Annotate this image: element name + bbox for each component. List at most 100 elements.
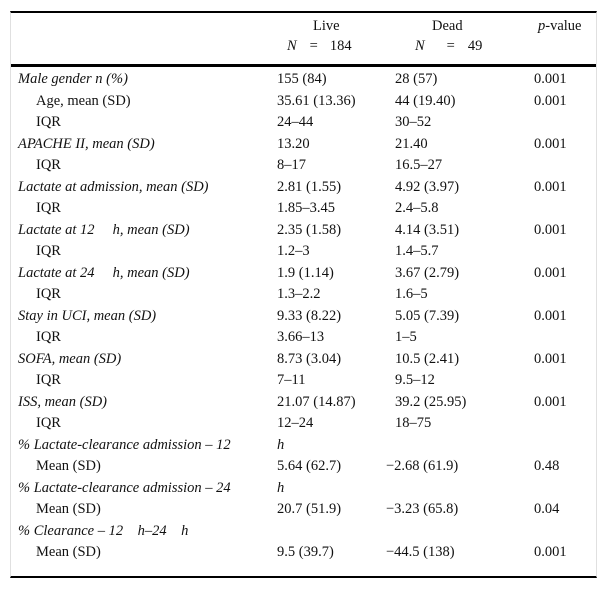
table-body: Male gender n (%) 155 (84) 28 (57) 0.001 Age… — [11, 67, 596, 564]
table-row: Mean (SD) 5.64 (62.7) −2.68 (61.9) 0.48 — [11, 456, 596, 478]
row-label: IQR — [36, 415, 61, 431]
header-col-pvalue: p-value — [523, 16, 596, 64]
dead-value: 3.67 (2.79) — [395, 264, 460, 281]
table-row: IQR 1.2–3 1.4–5.7 — [11, 241, 596, 263]
table-row: IQR 12–24 18–75 — [11, 413, 596, 435]
table-row: Lactate at admission, mean (SD) 2.81 (1.5… — [11, 177, 596, 199]
row-label: Male gender n (%) — [18, 71, 128, 87]
dead-n-count: 49 — [467, 38, 483, 54]
live-value: 1.9 (1.14) — [277, 264, 334, 281]
dead-value: 4.14 (3.51) — [395, 221, 460, 238]
row-label: SOFA, mean (SD) — [18, 350, 122, 367]
table-row: IQR 1.3–2.2 1.6–5 — [11, 284, 596, 306]
dead-value: −2.68 (61.9) — [386, 458, 459, 474]
row-label: IQR — [36, 114, 61, 130]
dead-value: 28 (57) — [395, 71, 438, 87]
dead-value: −3.23 (65.8) — [386, 501, 459, 517]
live-value: 5.64 (62.7) — [277, 458, 342, 474]
dead-value: 21.40 — [395, 135, 428, 152]
dead-value: 1–5 — [395, 329, 417, 345]
dead-value: 44 (19.40) — [395, 92, 456, 109]
p-value: 0.001 — [534, 92, 567, 109]
live-value: 1.3–2.2 — [277, 286, 321, 302]
live-n-count: 184 — [329, 38, 352, 54]
live-value: 24–44 — [277, 114, 314, 130]
live-value: 20.7 (51.9) — [277, 501, 342, 517]
dead-value: 16.5–27 — [395, 157, 443, 173]
p-value: 0.001 — [534, 264, 567, 281]
row-label: Stay in UCI, mean (SD) — [18, 307, 157, 324]
p-value: 0.001 — [534, 178, 567, 195]
table-row: IQR 24–44 30–52 — [11, 112, 596, 134]
table-row: IQR 7–11 9.5–12 — [11, 370, 596, 392]
p-value: 0.48 — [534, 458, 560, 474]
n-symbol: N — [287, 38, 297, 54]
live-value: 13.20 — [277, 135, 310, 152]
table-row: Age, mean (SD) 35.61 (13.36) 44 (19.40) 0.0… — [11, 91, 596, 113]
header-col-dead: Dead N = 49 — [395, 16, 523, 64]
row-label: IQR — [36, 243, 61, 259]
row-label: IQR — [36, 286, 61, 302]
table-row: Mean (SD) 9.5 (39.7) −44.5 (138) 0.001 — [11, 542, 596, 564]
row-label: Mean (SD) — [36, 458, 101, 474]
table-row: IQR 1.85–3.45 2.4–5.8 — [11, 198, 596, 220]
live-value: 8.73 (3.04) — [277, 350, 342, 367]
live-value: 2.81 (1.55) — [277, 178, 342, 195]
row-label: % Lactate-clearance admission – 12 — [18, 436, 231, 453]
row-label: Lactate at 24 h, mean (SD) — [18, 264, 190, 281]
n-symbol: N — [415, 38, 425, 54]
equals-sign: = — [309, 38, 318, 54]
p-value: 0.001 — [534, 135, 567, 152]
dead-value: 4.92 (3.97) — [395, 178, 460, 195]
table-row: Male gender n (%) 155 (84) 28 (57) 0.001 — [11, 69, 596, 91]
p-value: 0.001 — [534, 71, 567, 87]
table-row: IQR 3.66–13 1–5 — [11, 327, 596, 349]
table-row: Lactate at 24 h, mean (SD) 1.9 (1.14) 3.67… — [11, 263, 596, 285]
live-value: 12–24 — [277, 415, 314, 431]
row-label: % Clearance – 12 h–24 h — [18, 522, 189, 539]
live-value: 155 (84) — [277, 71, 327, 87]
live-value: 2.35 (1.58) — [277, 221, 342, 238]
row-label: % Lactate-clearance admission – 24 — [18, 479, 231, 496]
row-label: Age, mean (SD) — [36, 92, 131, 109]
live-value: 9.33 (8.22) — [277, 307, 342, 324]
live-n-line: N = 184 — [277, 36, 395, 56]
p-value: 0.001 — [534, 221, 567, 238]
row-label: Lactate at admission, mean (SD) — [18, 178, 209, 195]
row-label: IQR — [36, 329, 61, 345]
table-row: Mean (SD) 20.7 (51.9) −3.23 (65.8) 0.04 — [11, 499, 596, 521]
live-value: 35.61 (13.36) — [277, 92, 356, 109]
p-symbol: p — [538, 18, 546, 34]
p-value: 0.001 — [534, 307, 567, 324]
p-value: 0.001 — [534, 544, 567, 560]
p-value: 0.04 — [534, 501, 560, 517]
equals-sign: = — [446, 38, 455, 54]
live-column-title: Live — [313, 18, 340, 34]
live-value: 7–11 — [277, 372, 306, 388]
header-col-live: Live N = 184 — [277, 16, 395, 64]
dead-n-line: N = 49 — [395, 36, 523, 56]
dead-value: 18–75 — [395, 415, 432, 431]
dead-value: 30–52 — [395, 114, 432, 130]
dead-column-title: Dead — [432, 18, 463, 34]
row-label: Mean (SD) — [36, 501, 101, 517]
live-value: 21.07 (14.87) — [277, 393, 356, 410]
live-value: 8–17 — [277, 157, 306, 173]
table-row: Lactate at 12 h, mean (SD) 2.35 (1.58) 4.1… — [11, 220, 596, 242]
row-label: Lactate at 12 h, mean (SD) — [18, 221, 190, 238]
live-value: h — [277, 479, 285, 496]
live-value: 9.5 (39.7) — [277, 544, 334, 560]
p-value-suffix: -value — [545, 18, 582, 34]
live-value: 1.2–3 — [277, 243, 310, 259]
table-row: % Lactate-clearance admission – 24 h — [11, 478, 596, 500]
live-value: 3.66–13 — [277, 329, 325, 345]
dead-value: 9.5–12 — [395, 372, 435, 388]
row-label: IQR — [36, 200, 61, 216]
table-row: SOFA, mean (SD) 8.73 (3.04) 10.5 (2.41) 0.0… — [11, 349, 596, 371]
dead-value: −44.5 (138) — [386, 544, 455, 560]
row-label: IQR — [36, 157, 61, 173]
dead-value: 39.2 (25.95) — [395, 393, 467, 410]
p-value: 0.001 — [534, 350, 567, 367]
table-row: % Clearance – 12 h–24 h — [11, 521, 596, 543]
